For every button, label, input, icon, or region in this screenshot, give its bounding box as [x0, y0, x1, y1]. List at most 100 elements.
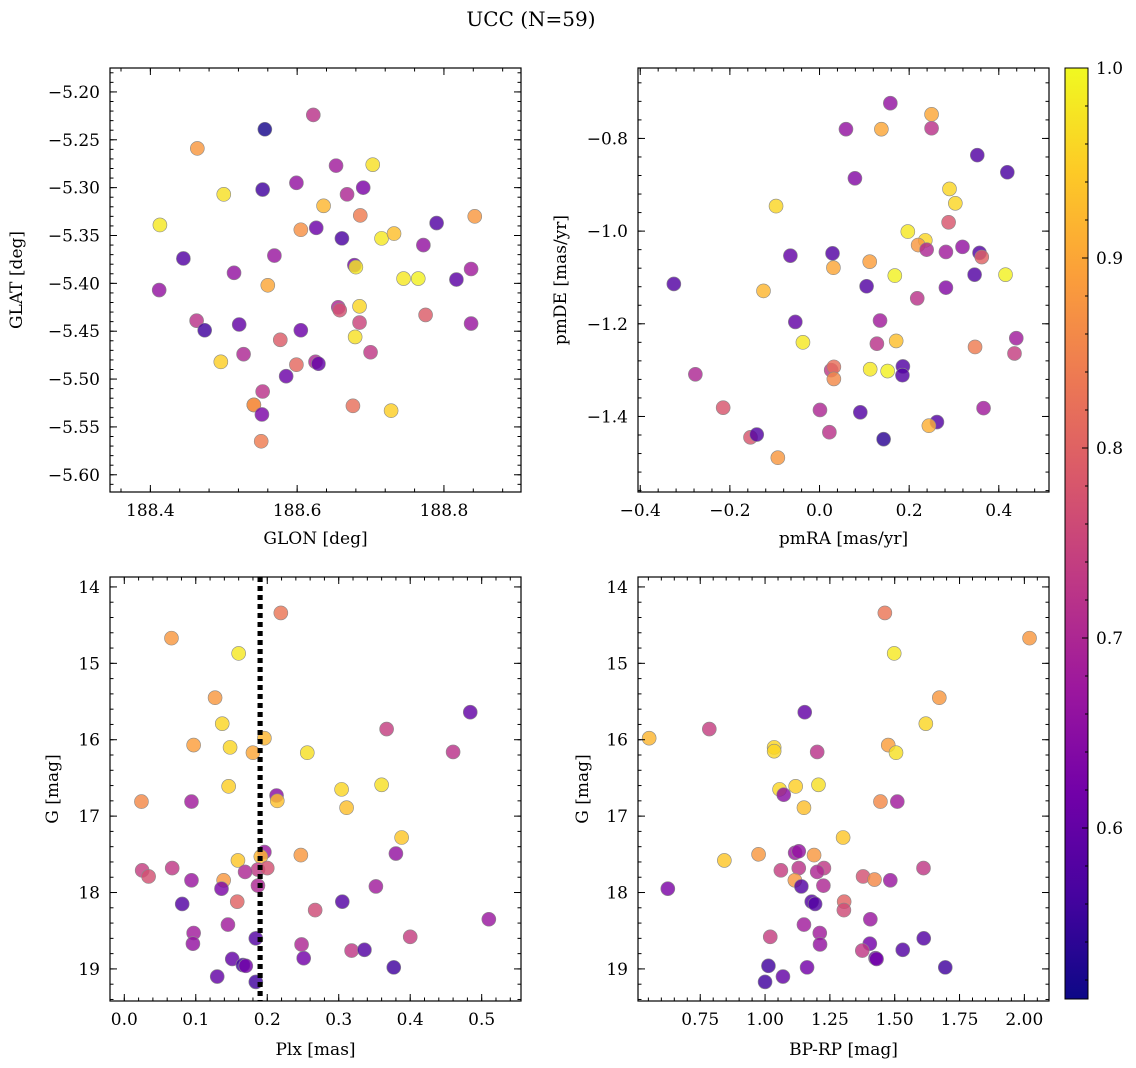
- y-tick-label: 14: [606, 578, 628, 598]
- scatter-point: [812, 402, 828, 418]
- x-tick-label: 188.6: [273, 501, 322, 521]
- scatter-point: [335, 894, 350, 909]
- colorbar: 0.6 0.7 0.8 0.9 1.0: [1064, 59, 1123, 1000]
- scatter-point: [876, 431, 891, 447]
- scatter-point: [152, 217, 168, 233]
- scatter-point: [289, 357, 304, 373]
- scatter-point: [688, 366, 703, 382]
- y-tick-label: 14: [78, 578, 100, 598]
- y-tick-label: −5.60: [48, 466, 100, 486]
- scatter-point: [938, 280, 954, 295]
- y-tick-label: 15: [78, 654, 100, 674]
- axes-frame: [637, 67, 1050, 493]
- scatter-point: [862, 254, 878, 269]
- scatter-point: [909, 291, 925, 306]
- scatter-point: [355, 180, 371, 195]
- panel-glon-glat-axes: 188.4 188.6 188.8 −5.60 −5.55 −5.50 −5.45 −5.40…: [48, 67, 522, 521]
- scatter-point: [924, 120, 939, 136]
- scatter-point: [807, 896, 823, 912]
- scatter-point: [185, 936, 201, 952]
- x-tick-label: −0.2: [709, 501, 750, 521]
- scatter-point: [220, 917, 236, 932]
- scatter-point: [775, 969, 791, 984]
- panel-pmra-pmde-points: [666, 95, 1024, 466]
- scatter-point: [660, 881, 676, 896]
- scatter-point: [164, 630, 179, 646]
- scatter-point: [383, 403, 399, 418]
- scatter-point: [756, 283, 771, 299]
- colorbar-tick-label: 0.7: [1096, 629, 1123, 649]
- scatter-point: [888, 333, 904, 349]
- colorbar-ticks: 0.6 0.7 0.8 0.9 1.0: [1082, 59, 1123, 981]
- scatter-point: [854, 943, 870, 958]
- scatter-point: [463, 261, 479, 277]
- y-tick-label: −5.50: [48, 370, 100, 390]
- scatter-point: [717, 853, 732, 868]
- scatter-point: [702, 721, 717, 737]
- scatter-point: [257, 121, 273, 137]
- scatter-point: [762, 929, 778, 945]
- scatter-point: [938, 244, 954, 260]
- xlabel-pmra: pmRA [mas/yr]: [779, 529, 908, 549]
- scatter-point: [666, 276, 682, 292]
- scatter-point: [334, 782, 349, 797]
- panel-pmra-pmde: −0.4 −0.2 0.0 0.2 0.4 −1.4 −1.2 −1.0 −0.8 pmRA […: [551, 67, 1050, 549]
- colorbar-tick-label: 0.9: [1096, 249, 1123, 269]
- scatter-point: [788, 314, 803, 330]
- scatter-point: [197, 322, 212, 338]
- scatter-point: [481, 911, 497, 927]
- scatter-point: [886, 646, 902, 661]
- scatter-point: [311, 356, 326, 372]
- x-tick-label: 0.2: [254, 1010, 281, 1030]
- scatter-point: [883, 95, 898, 111]
- scatter-point: [967, 267, 982, 282]
- ylabel-g-right: G [mag]: [573, 754, 593, 823]
- scatter-point: [214, 716, 230, 731]
- scatter-point: [255, 182, 270, 197]
- scatter-point: [352, 299, 367, 314]
- scatter-point: [822, 424, 837, 440]
- scatter-point: [768, 198, 784, 214]
- scatter-point: [272, 332, 288, 348]
- scatter-point: [278, 368, 294, 384]
- scatter-point: [334, 231, 350, 246]
- y-tick-label: −5.25: [48, 131, 100, 151]
- x-tick-label: 188.8: [420, 501, 469, 521]
- panel-plx-g-points: [134, 577, 497, 1001]
- scatter-point: [189, 313, 204, 328]
- scatter-point: [293, 847, 309, 863]
- scatter-point: [773, 863, 789, 878]
- y-tick-label: 19: [606, 960, 628, 980]
- scatter-point: [226, 265, 242, 281]
- scatter-point: [869, 951, 884, 967]
- scatter-point: [151, 282, 167, 298]
- panel-glon-glat-points: [151, 107, 483, 449]
- scatter-point: [352, 315, 367, 330]
- scatter-point: [749, 427, 765, 442]
- panel-pmra-pmde-axes: −0.4 −0.2 0.0 0.2 0.4 −1.4 −1.2 −1.0 −0.8: [587, 67, 1050, 521]
- colorbar-tick-label: 0.8: [1096, 439, 1123, 459]
- scatter-point: [1022, 630, 1037, 646]
- scatter-point: [863, 911, 878, 927]
- scatter-point: [229, 894, 245, 909]
- scatter-point: [294, 937, 309, 952]
- scatter-point: [344, 943, 359, 958]
- scatter-point: [761, 958, 776, 974]
- scatter-point: [416, 237, 431, 253]
- scatter-point: [877, 605, 893, 621]
- scatter-point: [916, 931, 932, 946]
- scatter-point: [253, 433, 269, 449]
- scatter-point: [429, 215, 444, 231]
- scatter-point: [835, 830, 851, 845]
- scatter-point: [307, 902, 323, 918]
- xlabel-bprp: BP-RP [mag]: [789, 1040, 898, 1060]
- y-tick-label: 16: [606, 731, 628, 751]
- scatter-point: [209, 969, 225, 984]
- scatter-point: [874, 121, 889, 137]
- scatter-point: [328, 158, 344, 173]
- scatter-point: [853, 404, 868, 420]
- scatter-point: [794, 879, 809, 894]
- scatter-point: [388, 846, 404, 861]
- scatter-point: [825, 246, 840, 261]
- y-tick-label: −5.55: [48, 418, 100, 438]
